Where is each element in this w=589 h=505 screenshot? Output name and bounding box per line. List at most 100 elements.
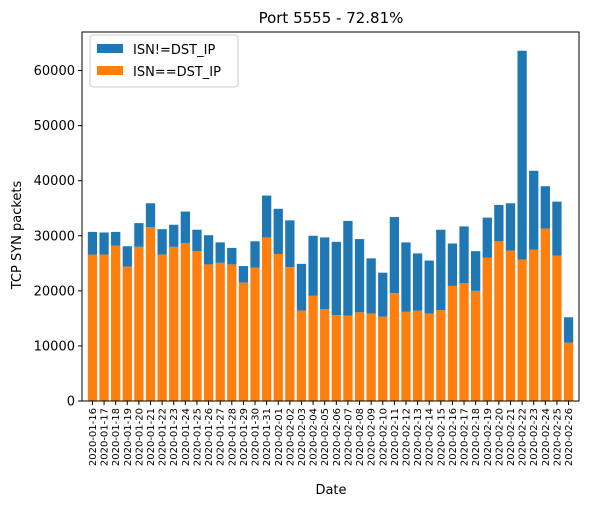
y-axis: 0 10000 20000 30000 40000 50000 60000 (34, 64, 82, 410)
bar-isn-eq-dst-ip (343, 315, 353, 401)
bar-isn-eq-dst-ip (169, 246, 179, 401)
x-tick-label: 2020-01-28 (227, 408, 238, 466)
bar-isn-eq-dst-ip (436, 310, 446, 401)
bar-isn-neq-dst-ip (261, 195, 272, 238)
bar-isn-eq-dst-ip (540, 228, 550, 401)
bar-isn-eq-dst-ip (447, 285, 458, 401)
x-tick-label: 2020-02-16 (448, 408, 459, 466)
legend-label-isn-neq-dst-ip: ISN!=DST_IP (133, 43, 215, 58)
x-tick-label: 2020-02-08 (355, 408, 366, 466)
bar-isn-neq-dst-ip (436, 229, 446, 311)
bar-isn-neq-dst-ip (192, 229, 202, 252)
x-tick-label: 2020-02-13 (413, 408, 424, 466)
x-tick-label: 2020-02-21 (506, 408, 517, 466)
bar-isn-eq-dst-ip (529, 249, 539, 401)
plot-area (81, 31, 580, 402)
bar-isn-neq-dst-ip (354, 239, 365, 313)
bar-isn-neq-dst-ip (540, 186, 550, 229)
bar-isn-neq-dst-ip (412, 253, 423, 311)
bar-isn-neq-dst-ip (227, 247, 237, 265)
x-tick-label: 2020-01-21 (146, 408, 157, 466)
chart-title: Port 5555 - 72.81% (259, 9, 404, 27)
bar-isn-eq-dst-ip (378, 316, 388, 401)
bar-isn-neq-dst-ip (320, 237, 330, 310)
bar-isn-eq-dst-ip (215, 262, 225, 401)
legend-label-isn-eq-dst-ip: ISN==DST_IP (133, 65, 221, 80)
legend: ISN!=DST_IP ISN==DST_IP (89, 34, 239, 88)
x-tick-label: 2020-01-16 (88, 408, 99, 466)
bar-isn-eq-dst-ip (320, 309, 330, 401)
x-axis: 2020-01-16 2020-01-17 2020-01-18 2020-01-19… (88, 401, 575, 466)
bar-isn-neq-dst-ip (389, 217, 400, 294)
x-tick-label: 2020-02-22 (518, 408, 529, 466)
bar-isn-neq-dst-ip (296, 263, 307, 311)
x-tick-label: 2020-01-22 (158, 408, 169, 466)
bar-isn-neq-dst-ip (494, 204, 504, 242)
bar-isn-eq-dst-ip (308, 295, 318, 401)
bar-isn-neq-dst-ip (238, 266, 249, 283)
y-tick-label: 50000 (34, 119, 75, 134)
x-tick-label: 2020-01-29 (239, 408, 250, 466)
bar-isn-neq-dst-ip (215, 242, 225, 263)
x-tick-label: 2020-02-14 (425, 408, 436, 466)
bar-isn-neq-dst-ip (366, 258, 376, 314)
bar-isn-neq-dst-ip (285, 220, 295, 268)
axes-frame (81, 31, 580, 402)
bar-isn-neq-dst-ip (122, 246, 132, 267)
bar-isn-neq-dst-ip (308, 235, 318, 296)
x-tick-label: 2020-02-11 (390, 408, 401, 466)
bar-isn-eq-dst-ip (401, 311, 411, 401)
y-tick-label: 10000 (34, 339, 75, 354)
x-tick-label: 2020-01-26 (204, 408, 215, 466)
bar-isn-eq-dst-ip (296, 310, 307, 401)
bar-isn-neq-dst-ip (471, 251, 481, 291)
x-tick-label: 2020-02-12 (401, 408, 412, 466)
bar-isn-neq-dst-ip (99, 232, 109, 255)
x-tick-label: 2020-01-24 (181, 408, 192, 466)
bar-isn-eq-dst-ip (180, 242, 190, 401)
bar-isn-neq-dst-ip (111, 231, 121, 246)
x-tick-label: 2020-02-04 (309, 408, 320, 466)
bar-isn-eq-dst-ip (412, 310, 423, 401)
bar-isn-eq-dst-ip (471, 290, 481, 401)
bar-isn-neq-dst-ip (482, 217, 492, 258)
bar-isn-eq-dst-ip (99, 254, 109, 401)
bar-isn-neq-dst-ip (401, 242, 411, 312)
bar-isn-eq-dst-ip (273, 253, 283, 401)
bar-isn-neq-dst-ip (378, 272, 388, 317)
bar-isn-eq-dst-ip (145, 226, 156, 401)
bar-isn-eq-dst-ip (354, 312, 365, 401)
x-tick-label: 2020-01-25 (192, 408, 203, 466)
x-tick-label: 2020-02-15 (436, 408, 447, 466)
bar-isn-neq-dst-ip (343, 220, 353, 316)
x-tick-label: 2020-01-17 (100, 408, 111, 466)
x-axis-label: Date (315, 483, 346, 498)
bar-isn-eq-dst-ip (366, 313, 376, 401)
x-tick-label: 2020-02-24 (541, 408, 552, 466)
x-tick-label: 2020-01-27 (216, 408, 227, 466)
bar-isn-neq-dst-ip (250, 241, 260, 268)
x-tick-label: 2020-01-20 (134, 408, 145, 466)
bar-isn-eq-dst-ip (192, 251, 202, 401)
x-tick-label: 2020-02-18 (471, 408, 482, 466)
bar-isn-eq-dst-ip (157, 254, 167, 401)
bar-isn-neq-dst-ip (203, 235, 214, 265)
bar-isn-eq-dst-ip (424, 313, 434, 401)
bar-isn-neq-dst-ip (331, 241, 341, 316)
bar-isn-neq-dst-ip (169, 224, 179, 247)
bar-isn-neq-dst-ip (180, 211, 190, 243)
bar-isn-eq-dst-ip (203, 264, 214, 401)
y-tick-label: 30000 (34, 229, 75, 244)
x-tick-label: 2020-01-30 (251, 408, 262, 466)
legend-swatch-isn-eq-dst-ip (97, 66, 123, 75)
bar-isn-neq-dst-ip (424, 260, 434, 314)
y-tick-label: 40000 (34, 174, 75, 189)
x-tick-label: 2020-02-20 (494, 408, 505, 466)
bar-isn-neq-dst-ip (563, 317, 574, 343)
bar-isn-eq-dst-ip (285, 267, 295, 401)
x-tick-label: 2020-02-03 (297, 408, 308, 466)
x-tick-label: 2020-02-25 (552, 408, 563, 466)
x-tick-label: 2020-01-23 (169, 408, 180, 466)
x-tick-label: 2020-02-09 (367, 408, 378, 466)
